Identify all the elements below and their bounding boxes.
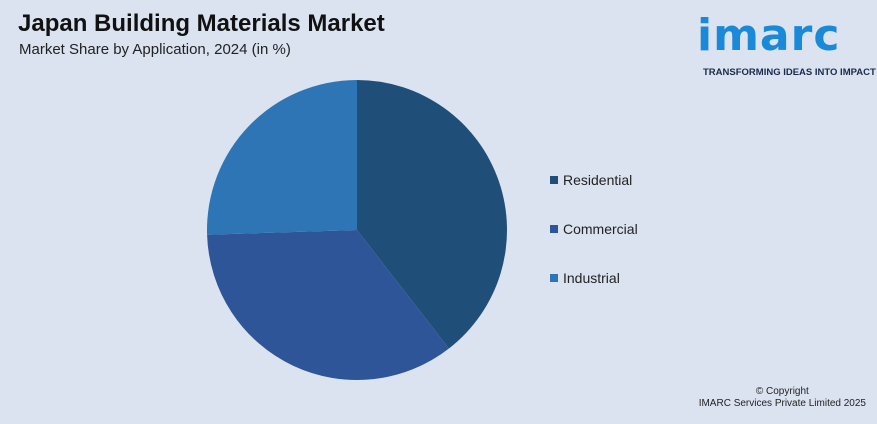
pie-slice-industrial — [207, 80, 357, 235]
copyright: © Copyright IMARC Services Private Limit… — [699, 386, 866, 410]
legend-item-residential: Residential — [550, 165, 638, 214]
logo-wordmark: imarc — [697, 10, 841, 61]
copyright-line-1: © Copyright — [755, 386, 809, 397]
copyright-line-2: IMARC Services Private Limited 2025 — [698, 398, 866, 409]
chart-title: Japan Building Materials Market — [18, 10, 385, 37]
legend-label: Residential — [563, 171, 633, 188]
pie-slice-residential — [357, 80, 508, 349]
pie-slice-commercial — [207, 230, 449, 381]
legend-swatch — [550, 224, 558, 233]
chart-subtitle: Market Share by Application, 2024 (in %) — [19, 41, 291, 58]
legend: Residential Commercial Industrial — [550, 165, 638, 312]
legend-swatch — [550, 175, 558, 184]
legend-item-industrial: Industrial — [550, 263, 638, 312]
imarc-logo: imarc TRANSFORMING IDEAS INTO IMPACT — [697, 6, 876, 80]
logo-tagline: TRANSFORMING IDEAS INTO IMPACT — [703, 67, 876, 78]
legend-swatch — [550, 273, 558, 282]
legend-label: Commercial — [563, 220, 638, 237]
legend-label: Industrial — [563, 269, 620, 286]
legend-item-commercial: Commercial — [550, 214, 638, 263]
